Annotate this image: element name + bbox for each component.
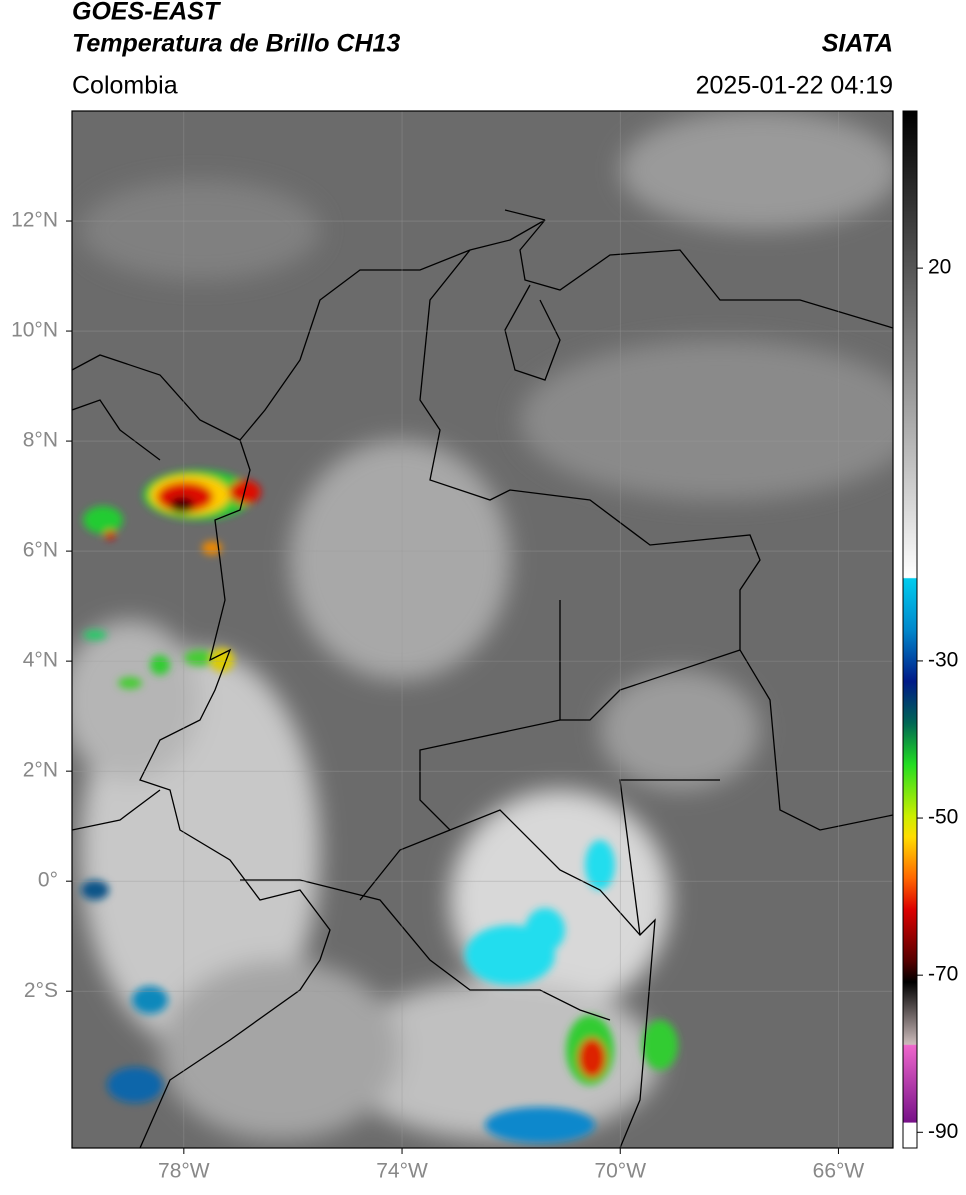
x-tick-label: 78°W	[158, 1160, 210, 1183]
y-tick-label: 2°S	[24, 979, 58, 1002]
colorbar-tick-label: -30	[928, 648, 958, 671]
y-tick-label: 8°N	[23, 429, 58, 452]
graticule	[72, 111, 893, 1148]
timestamp: 2025-01-22 04:19	[696, 72, 893, 100]
y-tick-label: 10°N	[11, 319, 58, 342]
colorbar-tick-label: 20	[928, 256, 951, 279]
subtitle: Temperatura de Brillo CH13	[72, 30, 400, 58]
y-tick-label: 6°N	[23, 539, 58, 562]
colorbar-tick-label: -70	[928, 963, 958, 986]
y-tick-label: 12°N	[11, 209, 58, 232]
colorbar-tick-label: -50	[928, 806, 958, 829]
x-tick-label: 70°W	[594, 1160, 646, 1183]
source: SIATA	[822, 30, 893, 58]
satellite-image	[72, 111, 893, 1148]
borders	[72, 209, 893, 1148]
y-tick-label: 4°N	[23, 649, 58, 672]
region: Colombia	[72, 72, 178, 100]
title: GOES-EAST	[72, 0, 222, 26]
colorbar-tick-label: -90	[928, 1120, 958, 1143]
x-tick-label: 66°W	[813, 1160, 865, 1183]
map-frame	[71, 110, 894, 1149]
cold-tops	[81, 470, 678, 1143]
y-tick-label: 0°	[38, 869, 58, 892]
x-tick-label: 74°W	[376, 1160, 428, 1183]
colorbar	[902, 110, 918, 1149]
y-tick-label: 2°N	[23, 759, 58, 782]
